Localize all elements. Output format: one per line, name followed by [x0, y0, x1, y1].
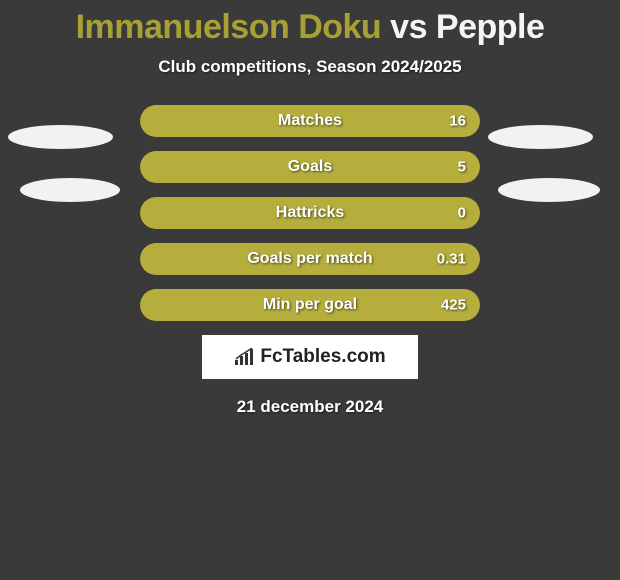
- title-vs: vs: [390, 8, 436, 46]
- stat-label: Goals per match: [247, 250, 372, 268]
- brand-text: FcTables.com: [260, 346, 385, 368]
- stat-row: Matches 16: [140, 105, 480, 137]
- stat-value-right: 5: [458, 159, 466, 176]
- stat-label: Hattricks: [276, 204, 344, 222]
- stat-value-right: 425: [441, 297, 466, 314]
- stat-row: Goals 5: [140, 151, 480, 183]
- decorative-ellipse: [20, 178, 120, 202]
- stats-container: Matches 16 Goals 5 Hattricks 0 Goals per match…: [140, 105, 480, 321]
- stat-row: Goals per match 0.31: [140, 243, 480, 275]
- title-player-b: Pepple: [436, 8, 544, 46]
- date-text: 21 december 2024: [0, 397, 620, 417]
- decorative-ellipse: [488, 125, 593, 149]
- stat-row: Min per goal 425: [140, 289, 480, 321]
- subtitle: Club competitions, Season 2024/2025: [0, 57, 620, 77]
- stat-label: Goals: [288, 158, 332, 176]
- stat-row: Hattricks 0: [140, 197, 480, 229]
- stat-value-right: 0: [458, 205, 466, 222]
- stat-value-right: 16: [449, 113, 466, 130]
- decorative-ellipse: [498, 178, 600, 202]
- stat-label: Matches: [278, 112, 342, 130]
- stat-label: Min per goal: [263, 296, 357, 314]
- page-title: Immanuelson Doku vs Pepple: [0, 0, 620, 47]
- brand-chart-icon: [234, 348, 256, 366]
- title-player-a: Immanuelson Doku: [76, 8, 382, 46]
- stat-value-right: 0.31: [437, 251, 466, 268]
- brand-box: FcTables.com: [202, 335, 418, 379]
- decorative-ellipse: [8, 125, 113, 149]
